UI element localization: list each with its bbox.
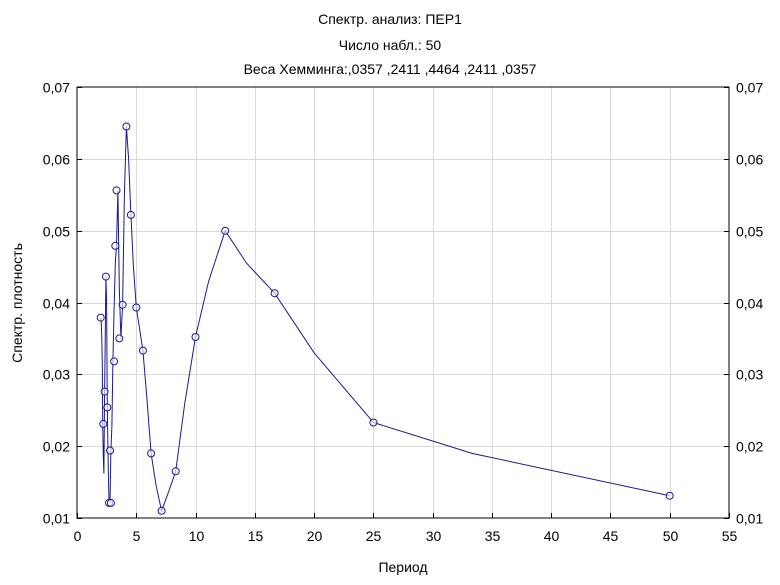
x-tick-label: 0 xyxy=(74,528,82,544)
data-point-marker xyxy=(665,491,674,500)
y-axis-title: Спектр. плотность xyxy=(9,243,25,363)
chart-title-line-2: Число набл.: 50 xyxy=(338,37,442,53)
series-line xyxy=(100,126,670,513)
data-point-marker xyxy=(138,346,147,355)
y-tick-labels-left: 0,01 0,02 0,03 0,04 0,05 0,06 0,07 xyxy=(43,80,70,527)
y-tick-label-left: 0,04 xyxy=(43,296,70,312)
y-tick-label-left: 0,03 xyxy=(43,367,70,383)
data-point-marker xyxy=(99,419,108,428)
y-tick-label-right: 0,04 xyxy=(736,296,763,312)
y-tick-label-right: 0,05 xyxy=(736,224,763,240)
data-point-marker xyxy=(118,300,127,309)
x-tick-label: 25 xyxy=(366,528,382,544)
data-point-marker xyxy=(103,403,112,412)
x-tick-label: 30 xyxy=(426,528,442,544)
y-tick-label-right: 0,07 xyxy=(736,80,763,96)
plot-area-frame xyxy=(76,86,730,519)
y-tick-label-right: 0,01 xyxy=(736,511,763,527)
x-tick-labels: 0 5 10 15 20 25 30 35 40 45 50 55 xyxy=(74,528,738,544)
x-tick-label: 35 xyxy=(485,528,501,544)
data-point-marker xyxy=(110,357,119,366)
data-point-marker xyxy=(270,289,279,298)
data-point-marker xyxy=(96,313,105,322)
data-point-marker xyxy=(369,418,378,427)
data-point-marker xyxy=(106,446,114,455)
data-point-marker xyxy=(112,186,121,195)
x-tick-label: 5 xyxy=(133,528,141,544)
data-point-marker xyxy=(132,303,141,312)
y-tick-label-right: 0,06 xyxy=(736,152,763,168)
y-tick-label-left: 0,06 xyxy=(43,152,70,168)
x-tick-label: 10 xyxy=(189,528,205,544)
y-tick-label-left: 0,02 xyxy=(43,439,70,455)
x-tick-label: 55 xyxy=(722,528,738,544)
data-point-marker xyxy=(101,272,110,281)
axis-ticks xyxy=(77,87,730,519)
grid-lines xyxy=(77,87,729,518)
x-tick-label: 15 xyxy=(248,528,264,544)
data-point-marker xyxy=(111,241,120,250)
chart-title-line-1: Спектр. анализ: ПЕР1 xyxy=(318,11,462,27)
y-tick-label-left: 0,07 xyxy=(43,80,70,96)
y-tick-label-right: 0,02 xyxy=(736,439,763,455)
x-tick-label: 20 xyxy=(307,528,323,544)
y-tick-label-left: 0,05 xyxy=(43,224,70,240)
data-point-marker xyxy=(157,506,166,515)
data-point-marker xyxy=(122,122,131,131)
data-point-marker xyxy=(171,467,180,476)
data-point-marker xyxy=(115,334,124,343)
series-markers xyxy=(96,122,674,515)
y-tick-label-right: 0,03 xyxy=(736,367,763,383)
data-point-marker xyxy=(147,449,156,458)
y-tick-labels-right: 0,01 0,02 0,03 0,04 0,05 0,06 0,07 xyxy=(736,80,763,527)
x-tick-label: 40 xyxy=(544,528,560,544)
data-point-marker xyxy=(126,210,135,219)
data-point-marker xyxy=(191,333,200,341)
x-tick-label: 50 xyxy=(663,528,679,544)
data-point-marker xyxy=(221,226,230,235)
data-point-marker xyxy=(100,387,109,396)
x-axis-title: Период xyxy=(378,559,427,575)
y-tick-label-left: 0,01 xyxy=(43,511,70,527)
data-point-marker xyxy=(106,498,115,507)
chart-title-line-3: Веса Хемминга:,0357 ,2411 ,4464 ,2411 ,0… xyxy=(243,61,537,77)
x-tick-label: 45 xyxy=(603,528,619,544)
